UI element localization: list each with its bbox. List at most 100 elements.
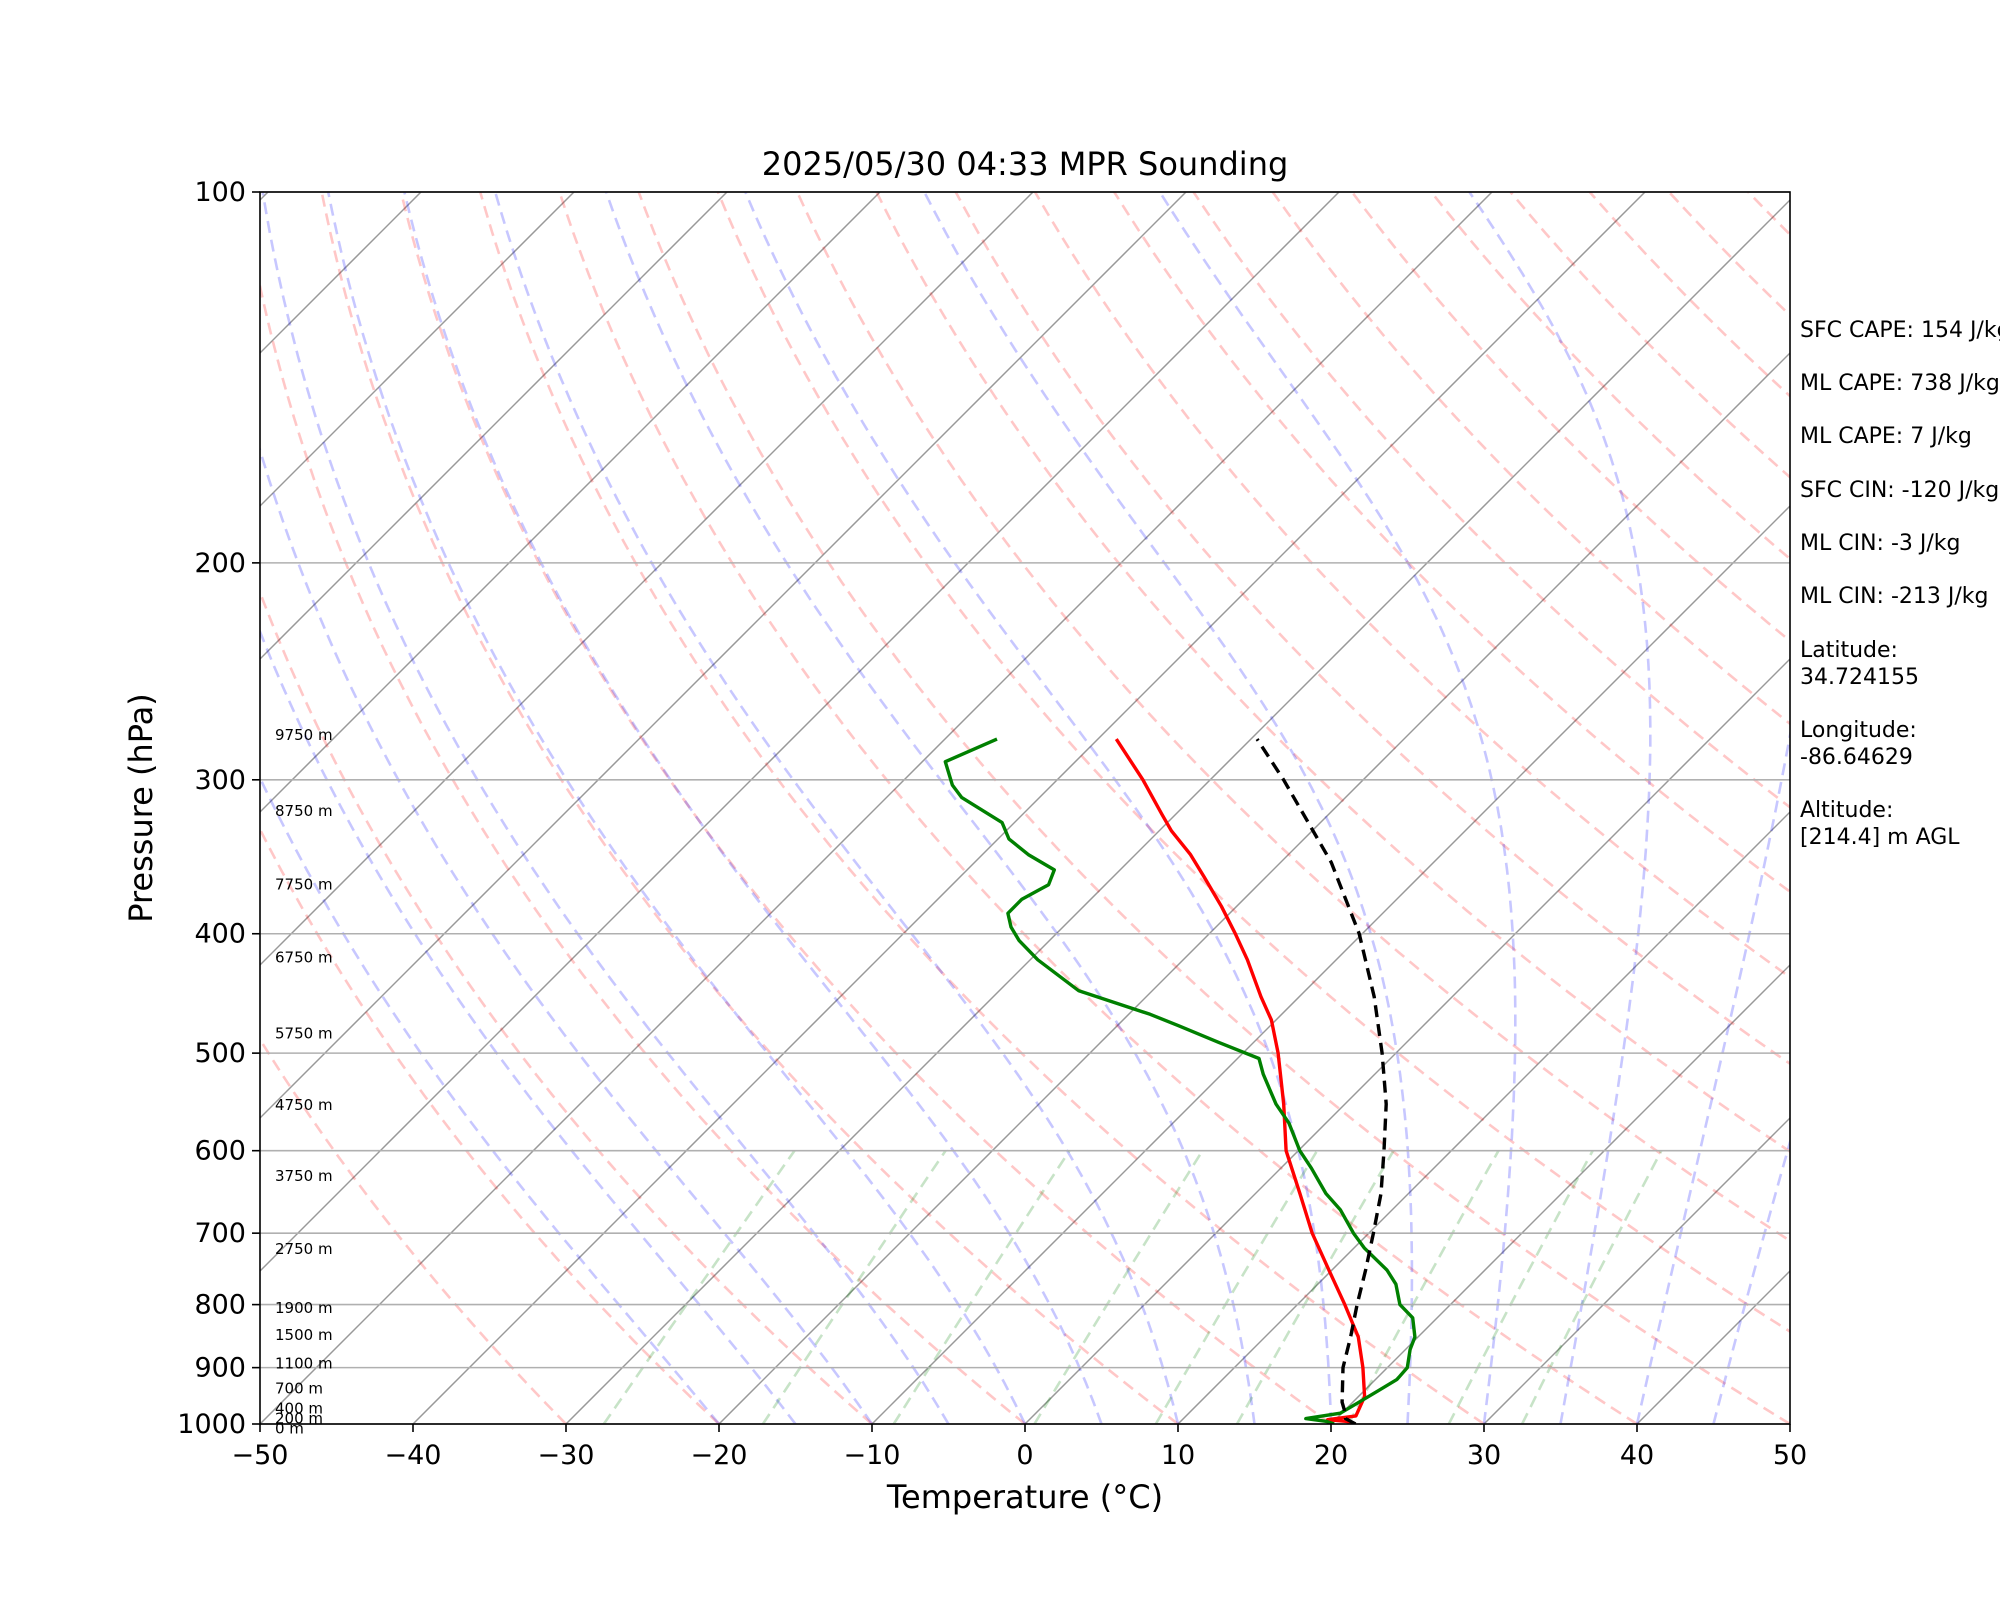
y-tick-label: 300 bbox=[194, 765, 246, 796]
y-tick-label: 800 bbox=[194, 1290, 246, 1321]
isotherm-line bbox=[260, 192, 1187, 1120]
moist-adiabat-line bbox=[261, 192, 950, 1424]
longitude-value: -86.64629 bbox=[1800, 745, 1913, 770]
mixing-ratio-line bbox=[602, 1149, 796, 1424]
mixing-ratio-line bbox=[1520, 1150, 1663, 1424]
dry-adiabat-line bbox=[320, 192, 1179, 1424]
dry-adiabat-line bbox=[1350, 192, 1790, 643]
dry-adiabat-line bbox=[1113, 192, 1790, 894]
x-tick-label: −20 bbox=[691, 1440, 748, 1471]
height-label: 6750 m bbox=[275, 948, 333, 966]
x-tick-label: 0 bbox=[1016, 1440, 1033, 1471]
moist-adiabat-line bbox=[403, 192, 1103, 1424]
ml-cin-1: ML CIN: -3 J/kg bbox=[1800, 531, 1960, 556]
plot-frame bbox=[259, 191, 1791, 1425]
info-panel: SFC CAPE: 154 J/kg ML CAPE: 738 J/kg ML … bbox=[1800, 318, 2000, 850]
height-label: 700 m bbox=[275, 1380, 323, 1398]
moist-adiabat-line bbox=[744, 192, 1333, 1424]
height-label: 5750 m bbox=[275, 1025, 333, 1043]
temperature-axis: −50 −40 −30 −20 −10 0 10 20 30 40 50 bbox=[232, 1424, 1807, 1471]
dry-adiabat-line bbox=[260, 280, 1026, 1424]
y-tick-label: 500 bbox=[194, 1038, 246, 1069]
moist-adiabat-line bbox=[260, 445, 874, 1424]
height-label: 1900 m bbox=[275, 1299, 333, 1317]
y-tick-label: 700 bbox=[194, 1218, 246, 1249]
dry-adiabat-line bbox=[558, 192, 1638, 1424]
background-lines bbox=[260, 192, 1790, 1424]
x-tick-label: 10 bbox=[1161, 1440, 1195, 1471]
x-tick-label: 50 bbox=[1773, 1440, 1807, 1471]
isotherm-line bbox=[1024, 657, 1790, 1424]
pressure-axis: 100 200 300 400 500 600 700 800 900 1000 bbox=[177, 177, 260, 1440]
moist-adiabat-line bbox=[604, 192, 1256, 1424]
dry-adiabat-line bbox=[260, 588, 873, 1424]
ml-cape-2: ML CAPE: 7 J/kg bbox=[1800, 424, 1972, 449]
isotherm-line bbox=[1177, 810, 1790, 1424]
x-tick-label: −30 bbox=[538, 1440, 595, 1471]
chart-title: 2025/05/30 04:33 MPR Sounding bbox=[762, 145, 1289, 183]
isotherm-line bbox=[260, 192, 728, 661]
ml-cin-2: ML CIN: -213 J/kg bbox=[1800, 584, 1988, 609]
parcel-profile bbox=[1255, 738, 1388, 1424]
dry-adiabat-line bbox=[954, 192, 1790, 1066]
mixing-ratio-line bbox=[892, 1149, 1071, 1424]
height-label: 0 m bbox=[275, 1419, 304, 1437]
dry-adiabat-line bbox=[637, 192, 1790, 1424]
y-axis-label: Pressure (hPa) bbox=[122, 693, 160, 923]
dry-adiabat-line bbox=[399, 192, 1332, 1424]
isotherm-line bbox=[565, 198, 1790, 1424]
isotherm-line bbox=[260, 192, 1340, 1273]
latitude-label: Latitude: bbox=[1800, 638, 1898, 663]
height-label: 1500 m bbox=[275, 1326, 333, 1344]
height-label: 3750 m bbox=[275, 1167, 333, 1185]
isotherm-line bbox=[412, 192, 1646, 1424]
isobar-grid bbox=[260, 191, 1790, 1425]
dry-adiabat-line bbox=[875, 192, 1790, 1154]
moist-adiabat-line bbox=[923, 192, 1414, 1424]
dry-adiabat-line bbox=[260, 1037, 567, 1424]
mixing-ratio-line bbox=[1033, 1150, 1204, 1424]
sounding-profiles bbox=[943, 737, 1417, 1424]
isotherm-line bbox=[871, 504, 1790, 1424]
dewpoint-profile bbox=[943, 737, 1417, 1424]
isotherm-line bbox=[1483, 1116, 1790, 1424]
height-label: 400 m bbox=[275, 1399, 323, 1417]
altitude-value: [214.4] m AGL bbox=[1800, 825, 1960, 850]
y-tick-label: 200 bbox=[194, 548, 246, 579]
height-label: 200 m bbox=[275, 1410, 323, 1428]
isotherm-line bbox=[1330, 963, 1790, 1424]
mixing-ratio-line bbox=[1447, 1150, 1594, 1424]
height-label: 1100 m bbox=[275, 1354, 333, 1372]
height-label: 8750 m bbox=[275, 802, 333, 820]
x-tick-label: 30 bbox=[1467, 1440, 1501, 1471]
dry-adiabat-line bbox=[1033, 192, 1790, 979]
moist-adiabat-line bbox=[1158, 192, 1517, 1424]
x-axis-label: Temperature (°C) bbox=[886, 1478, 1163, 1516]
altitude-label: Altitude: bbox=[1800, 798, 1893, 823]
y-tick-label: 900 bbox=[194, 1353, 246, 1384]
x-tick-label: −40 bbox=[385, 1440, 442, 1471]
isotherm-line bbox=[260, 192, 881, 814]
latitude-value: 34.724155 bbox=[1800, 665, 1919, 690]
dry-adiabat-line bbox=[478, 192, 1485, 1424]
temperature-profile bbox=[1114, 738, 1367, 1424]
moist-adiabat-line bbox=[260, 628, 797, 1424]
dry-adiabat-line bbox=[1430, 192, 1790, 561]
isotherm-line bbox=[260, 192, 1493, 1424]
x-tick-label: 20 bbox=[1314, 1440, 1348, 1471]
sfc-cin: SFC CIN: -120 J/kg bbox=[1800, 478, 1999, 503]
x-tick-label: 40 bbox=[1620, 1440, 1654, 1471]
moist-adiabat-line bbox=[326, 192, 1027, 1424]
isotherm-line bbox=[260, 192, 575, 508]
x-tick-label: −10 bbox=[844, 1440, 901, 1471]
height-labels: 9750 m 8750 m 7750 m 6750 m 5750 m 4750 m 3750… bbox=[275, 726, 333, 1437]
moist-adiabat-line bbox=[1635, 728, 1790, 1424]
moist-adiabat-line bbox=[493, 192, 1180, 1424]
x-tick-label: −50 bbox=[232, 1440, 289, 1471]
y-tick-label: 100 bbox=[194, 177, 246, 208]
height-label: 7750 m bbox=[275, 876, 333, 894]
dry-adiabat-line bbox=[716, 192, 1790, 1334]
y-tick-label: 1000 bbox=[177, 1409, 246, 1440]
dry-adiabat-line bbox=[796, 192, 1790, 1243]
